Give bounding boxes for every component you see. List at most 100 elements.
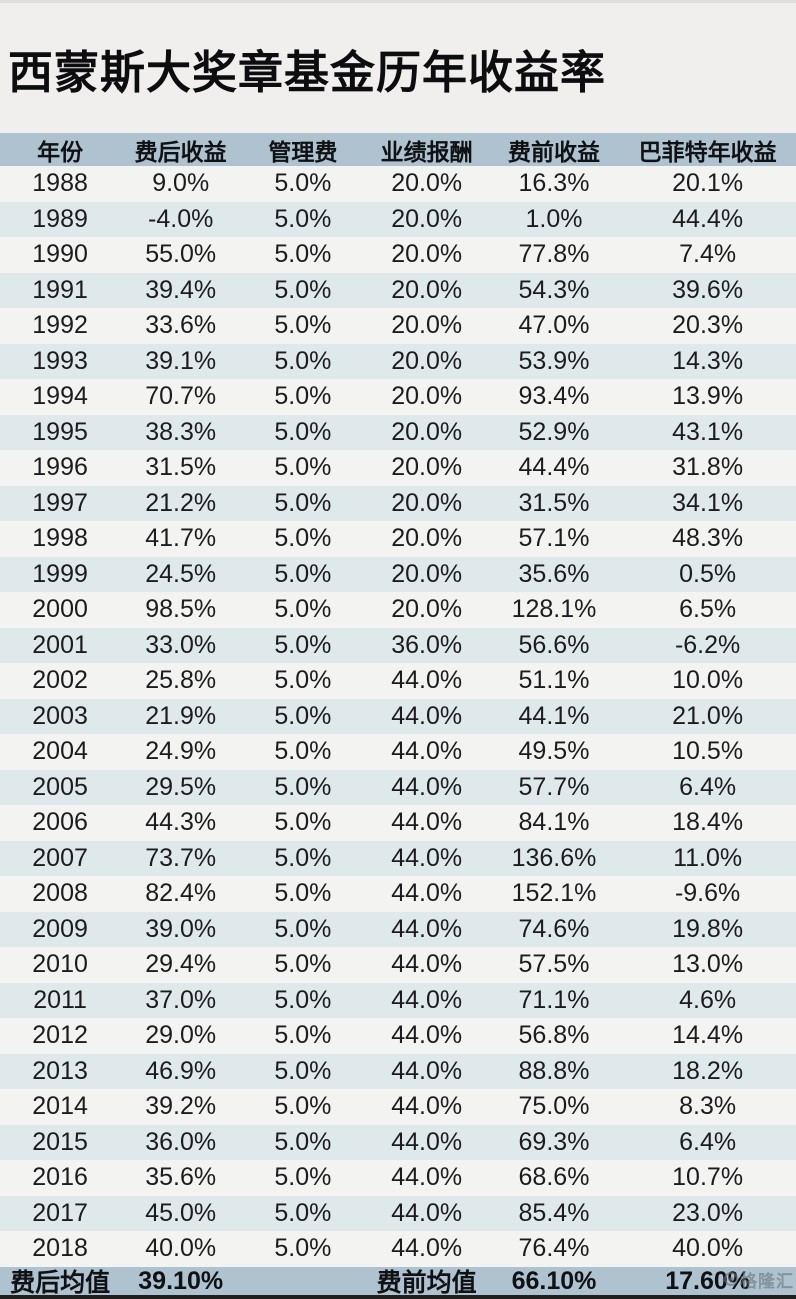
value-cell: 98.5%	[145, 595, 217, 624]
value-cell: 47.0%	[518, 311, 590, 340]
watermark: 格隆汇	[724, 1267, 794, 1292]
value-cell: 13.9%	[672, 382, 744, 411]
value-cell: 39.0%	[145, 914, 217, 943]
value-cell: 31.5%	[145, 453, 217, 482]
value-cell: 5.0%	[274, 1234, 332, 1263]
value-cell: 21.9%	[145, 701, 217, 730]
table-row: 1998 41.7% 5.0% 20.0% 57.1% 48.3%	[0, 521, 796, 557]
value-cell: 75.0%	[518, 1092, 590, 1121]
table-row: 2016 35.6% 5.0% 44.0% 68.6% 10.7%	[0, 1160, 796, 1196]
value-cell: 25.8%	[145, 666, 217, 695]
year-cell: 2009	[32, 914, 88, 943]
value-cell: 39.6%	[672, 275, 744, 304]
column-header: 巴菲特年收益	[638, 138, 777, 165]
page-title: 西蒙斯大奖章基金历年收益率	[8, 47, 607, 98]
table-row: 1999 24.5% 5.0% 20.0% 35.6% 0.5%	[0, 556, 796, 592]
value-cell: 5.0%	[274, 701, 332, 730]
year-cell: 1996	[32, 453, 88, 482]
summary-cell: 费前均值	[376, 1269, 477, 1297]
value-cell: 82.4%	[145, 879, 217, 908]
value-cell: 73.7%	[145, 843, 217, 872]
value-cell: 44.4%	[518, 453, 590, 482]
value-cell: 16.3%	[518, 169, 590, 198]
value-cell: 5.0%	[274, 524, 332, 553]
watermark-text: 格隆汇	[740, 1271, 794, 1291]
table-row: 1996 31.5% 5.0% 20.0% 44.4% 31.8%	[0, 450, 796, 486]
value-cell: 49.5%	[518, 737, 590, 766]
value-cell: 4.6%	[679, 985, 737, 1014]
value-cell: 5.0%	[274, 1056, 332, 1085]
value-cell: -4.0%	[148, 204, 214, 233]
value-cell: 34.1%	[672, 488, 744, 517]
value-cell: 57.5%	[518, 950, 590, 979]
value-cell: 77.8%	[518, 240, 590, 269]
value-cell: 35.6%	[518, 559, 590, 588]
table-row: 2001 33.0% 5.0% 36.0% 56.6% -6.2%	[0, 627, 796, 663]
value-cell: 44.0%	[391, 772, 463, 801]
year-cell: 1995	[32, 417, 88, 446]
value-cell: 20.0%	[391, 417, 463, 446]
value-cell: 14.3%	[672, 346, 744, 375]
value-cell: 5.0%	[274, 275, 332, 304]
table-row: 1988 9.0% 5.0% 20.0% 16.3% 20.1%	[0, 166, 796, 202]
value-cell: 5.0%	[274, 985, 332, 1014]
table-row: 2002 25.8% 5.0% 44.0% 51.1% 10.0%	[0, 663, 796, 699]
year-cell: 1989	[32, 204, 88, 233]
value-cell: 21.0%	[672, 701, 744, 730]
value-cell: 93.4%	[518, 382, 590, 411]
value-cell: 55.0%	[145, 240, 217, 269]
year-cell: 1998	[32, 524, 88, 553]
value-cell: 85.4%	[518, 1198, 590, 1227]
value-cell: 44.0%	[391, 914, 463, 943]
year-cell: 1993	[32, 346, 88, 375]
table-row: 2003 21.9% 5.0% 44.0% 44.1% 21.0%	[0, 698, 796, 734]
year-cell: 2014	[32, 1092, 88, 1121]
value-cell: 33.6%	[145, 311, 217, 340]
column-header: 业绩报酬	[380, 138, 473, 165]
value-cell: 20.0%	[391, 524, 463, 553]
title-area: 西蒙斯大奖章基金历年收益率	[0, 0, 796, 133]
value-cell: 44.4%	[672, 204, 744, 233]
value-cell: 35.6%	[145, 1163, 217, 1192]
value-cell: 44.0%	[391, 950, 463, 979]
value-cell: 5.0%	[274, 666, 332, 695]
table-body: 1988 9.0% 5.0% 20.0% 16.3% 20.1% 1989 -4.0% 5.0%…	[0, 166, 796, 1267]
year-cell: 1997	[32, 488, 88, 517]
value-cell: 39.4%	[145, 275, 217, 304]
table-row: 2004 24.9% 5.0% 44.0% 49.5% 10.5%	[0, 734, 796, 770]
value-cell: 5.0%	[274, 914, 332, 943]
table-row: 2007 73.7% 5.0% 44.0% 136.6% 11.0%	[0, 840, 796, 876]
returns-table: 年份 费后收益 管理费 业绩报酬 费前收益 巴菲特年收益 1988 9.0% 5.0% 20.0…	[0, 133, 796, 1297]
year-cell: 2006	[32, 808, 88, 837]
value-cell: 84.1%	[518, 808, 590, 837]
value-cell: 57.1%	[518, 524, 590, 553]
column-header: 费前收益	[507, 138, 600, 165]
value-cell: 24.5%	[145, 559, 217, 588]
value-cell: 44.0%	[391, 808, 463, 837]
value-cell: 21.2%	[145, 488, 217, 517]
value-cell: 31.5%	[518, 488, 590, 517]
value-cell: 36.0%	[391, 630, 463, 659]
table-row: 2000 98.5% 5.0% 20.0% 128.1% 6.5%	[0, 592, 796, 628]
value-cell: 11.0%	[673, 843, 743, 872]
value-cell: 5.0%	[274, 1021, 332, 1050]
value-cell: 18.2%	[672, 1056, 744, 1085]
year-cell: 2013	[32, 1056, 88, 1085]
year-cell: 2017	[32, 1198, 88, 1227]
year-cell: 1991	[32, 275, 88, 304]
value-cell: 5.0%	[274, 559, 332, 588]
value-cell: 20.3%	[672, 311, 744, 340]
value-cell: 20.0%	[391, 204, 463, 233]
value-cell: 44.0%	[391, 666, 463, 695]
value-cell: 10.5%	[672, 737, 744, 766]
value-cell: 20.0%	[391, 559, 463, 588]
table-row: 2009 39.0% 5.0% 44.0% 74.6% 19.8%	[0, 911, 796, 947]
value-cell: 1.0%	[525, 204, 583, 233]
value-cell: 5.0%	[274, 737, 332, 766]
summary-row: 费后均值 39.10% 费前均值 66.10% 17.60% 格隆汇	[0, 1266, 796, 1297]
table-row: 1990 55.0% 5.0% 20.0% 77.8% 7.4%	[0, 237, 796, 273]
value-cell: 44.0%	[391, 1163, 463, 1192]
value-cell: 9.0%	[152, 169, 210, 198]
summary-cell: 费后均值	[10, 1269, 111, 1297]
value-cell: 10.0%	[672, 666, 744, 695]
